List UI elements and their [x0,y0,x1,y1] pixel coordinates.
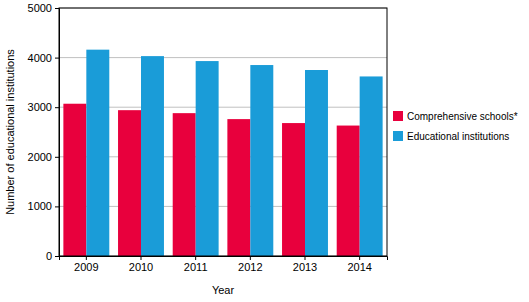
x-tick-label: 2009 [74,261,98,273]
y-tick-label: 0 [46,250,52,262]
bar [141,56,164,256]
x-tick: 2010 [129,256,153,273]
bar [282,123,305,256]
bar [250,65,273,256]
bar [360,76,383,256]
legend-label: Comprehensive schools* [407,111,518,122]
plot: 0 1000 2000 3000 4000 5000 2009 2010 2011 2012 201… [28,2,388,273]
bar [118,110,141,256]
x-tick: 2014 [347,256,371,273]
bar [63,104,86,256]
x-tick-mark [86,256,87,260]
x-tick-label: 2011 [184,261,208,273]
legend-swatch [393,131,403,141]
x-tick: 2012 [238,256,262,273]
legend-swatch [393,111,403,121]
x-tick-mark [250,256,251,260]
y-tick-label: 2000 [28,151,52,163]
bar-series [86,50,382,256]
bar [196,61,219,256]
bar [305,70,328,256]
y-tick: 0 [46,250,59,262]
x-tick: 2011 [184,256,208,273]
x-tick-label: 2010 [129,261,153,273]
y-tick-mark [55,256,59,257]
x-tick-mark [141,256,142,260]
grid [59,8,387,256]
y-tick: 4000 [28,52,59,64]
x-tick-mark [195,256,196,260]
chart: 0 1000 2000 3000 4000 5000 2009 2010 2011 2012 201… [0,0,529,302]
x-axis-line [60,257,388,261]
legend-item: Educational institutions [393,131,509,142]
y-tick-label: 3000 [28,101,52,113]
y-tick: 5000 [28,2,59,14]
x-tick-label: 2012 [238,261,262,273]
x-tick: 2013 [293,256,317,273]
y-tick-mark [55,8,59,9]
y-axis-title: Number of educational institutions [4,49,16,215]
bar [227,119,250,256]
y-tick-mark [55,206,59,207]
bar [173,113,196,256]
plot-frame [59,8,387,256]
y-axis-line [55,9,60,257]
y-tick-mark [55,157,59,158]
y-tick-label: 4000 [28,52,52,64]
bar [337,126,360,256]
x-tick: 2009 [74,256,98,273]
y-tick-mark [55,107,59,108]
y-tick: 2000 [28,151,59,163]
x-tick-label: 2014 [347,261,371,273]
x-tick-mark [305,256,306,260]
legend: Comprehensive schools* Educational instit… [393,111,518,142]
y-tick-label: 1000 [28,200,52,212]
bar [86,50,109,256]
y-axis: 0 1000 2000 3000 4000 5000 [28,2,60,262]
x-tick-label: 2013 [293,261,317,273]
bars [63,50,382,256]
legend-item: Comprehensive schools* [393,111,518,122]
y-tick: 1000 [28,200,59,212]
x-tick-mark [359,256,360,260]
y-tick-mark [55,58,59,59]
legend-label: Educational institutions [407,131,509,142]
y-tick: 3000 [28,101,59,113]
x-axis-title: Year [212,284,235,296]
x-axis: 2009 2010 2011 2012 2013 2014 [60,256,388,273]
y-tick-label: 5000 [28,2,52,14]
